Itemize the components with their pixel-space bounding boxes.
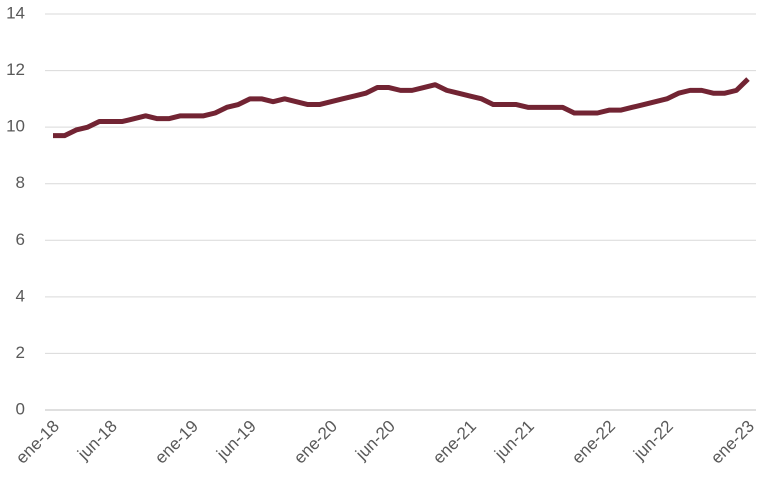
x-tick-label: jun-19 bbox=[212, 417, 260, 465]
x-tick-label: ene-18 bbox=[12, 417, 63, 468]
y-tick-label: 0 bbox=[16, 399, 25, 418]
line-series bbox=[53, 77, 750, 139]
x-tick-label: jun-21 bbox=[490, 417, 538, 465]
y-tick-label: 4 bbox=[16, 286, 25, 305]
y-tick-label: 2 bbox=[16, 343, 25, 362]
y-tick-label: 6 bbox=[16, 230, 25, 249]
x-tick-label: ene-23 bbox=[707, 417, 758, 468]
y-tick-label: 8 bbox=[16, 173, 25, 192]
y-tick-label: 12 bbox=[6, 60, 25, 79]
x-tick-label: ene-19 bbox=[151, 417, 202, 468]
y-tick-label: 10 bbox=[6, 117, 25, 136]
x-tick-label: ene-22 bbox=[568, 417, 619, 468]
x-tick-label: jun-20 bbox=[351, 417, 399, 465]
x-tick-label: ene-20 bbox=[290, 417, 341, 468]
x-tick-label: jun-18 bbox=[73, 417, 121, 465]
x-tick-label: jun-22 bbox=[629, 417, 677, 465]
x-tick-label: ene-21 bbox=[429, 417, 480, 468]
y-tick-label: 14 bbox=[6, 3, 25, 22]
